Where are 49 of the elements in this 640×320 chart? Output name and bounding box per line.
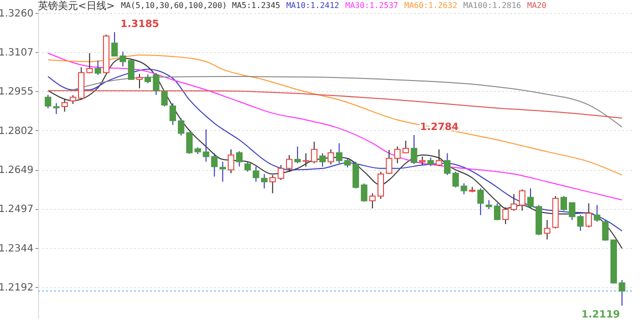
candlestick: [360, 183, 368, 202]
candlestick: [170, 102, 176, 126]
line-series: [47, 52, 623, 200]
candlestick: [618, 280, 626, 306]
candlestick: [310, 141, 318, 164]
candlestick: [44, 94, 52, 109]
candlestick: [560, 196, 568, 212]
candlestick: [585, 202, 592, 228]
candlestick: [236, 150, 243, 168]
candlestick: [378, 171, 384, 200]
chart-subtitle: MA(5,10,30,60,100,200): [121, 1, 227, 10]
candlestick: [518, 188, 526, 212]
candlestick: [261, 174, 268, 189]
candlestick: [328, 148, 334, 166]
candlestick: [494, 202, 500, 221]
candlestick: [86, 52, 93, 74]
text: MA60:1.2632: [404, 1, 458, 10]
text: MA100:1.2816: [463, 1, 522, 10]
candlestick: [594, 204, 600, 222]
candlestick: [410, 134, 418, 165]
candlestick: [244, 161, 251, 172]
candlestick: [53, 102, 60, 114]
candlestick: [161, 91, 168, 107]
candlestick: [352, 161, 360, 189]
candlestick: [94, 60, 102, 76]
candlestick: [152, 72, 160, 96]
candlestick: [228, 148, 234, 174]
candlestick: [252, 166, 260, 182]
text: MA10:1.2412: [286, 1, 340, 10]
candlestick: [436, 148, 442, 167]
candlestick: [477, 188, 484, 216]
annotation: 1.3185: [120, 19, 160, 30]
text: MA20: [527, 1, 547, 10]
candlestick: [302, 152, 310, 168]
candlestick: [527, 188, 534, 209]
text: MA30:1.2537: [345, 1, 398, 10]
candlestick: [219, 161, 226, 182]
candlestick: [544, 219, 550, 240]
chart-title: 英镑美元<日线>: [38, 0, 115, 12]
candlestick: [319, 152, 326, 168]
candlestick: [286, 154, 292, 172]
candlestick: [294, 146, 301, 164]
candlestick: [444, 152, 451, 176]
candlestick: [402, 140, 409, 154]
line-series: [47, 54, 623, 176]
text: MA5:1.2345: [232, 1, 280, 10]
candlestick: [369, 192, 376, 209]
candlestick: [61, 98, 68, 112]
annotation: 1.2119: [581, 310, 620, 320]
